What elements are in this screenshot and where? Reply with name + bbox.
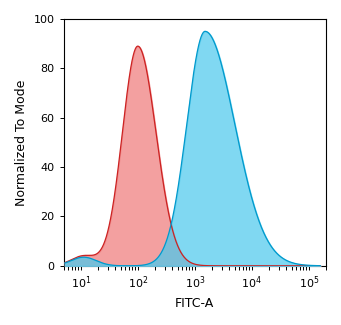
Y-axis label: Normalized To Mode: Normalized To Mode — [15, 79, 28, 206]
X-axis label: FITC-A: FITC-A — [175, 297, 214, 310]
